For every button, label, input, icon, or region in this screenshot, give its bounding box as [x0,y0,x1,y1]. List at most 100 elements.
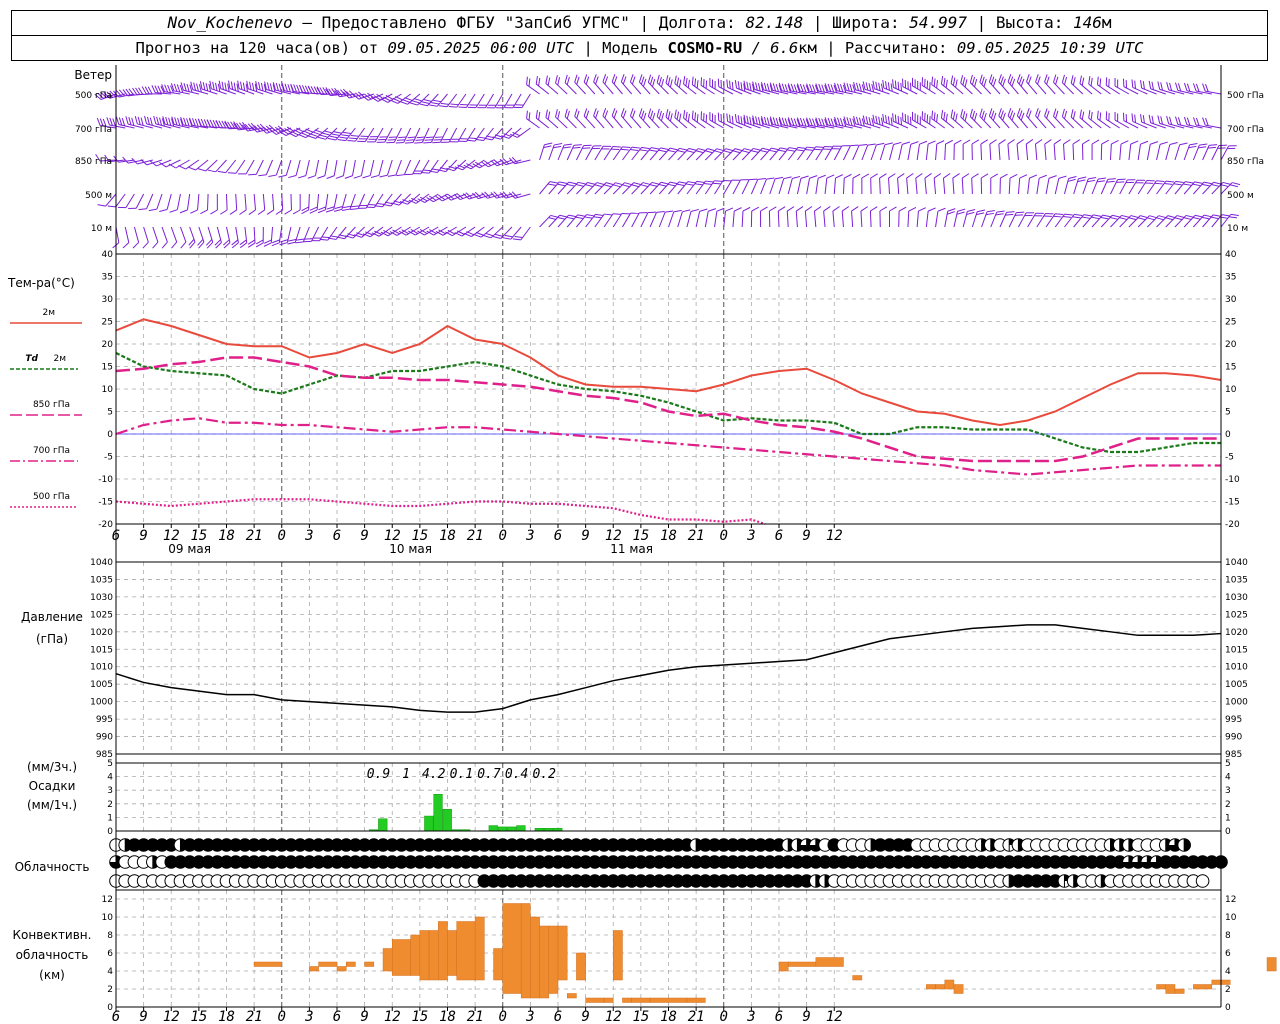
xtick-label: 6 [554,528,562,544]
ytick-left-temp: -15 [98,498,113,508]
wind-barb [915,173,923,195]
xtick-label: 9 [139,1009,147,1024]
wind-barb [1165,142,1178,161]
wind-barb [852,144,868,161]
wind-barb [463,159,485,170]
xtick-label: 12 [163,1009,180,1024]
wind-barb [1045,213,1064,228]
wind-barb [916,140,928,161]
wind-level-10m-right: 10 м [1227,224,1248,234]
wind-barb [398,226,421,236]
ytick-left-conv: 2 [107,985,113,995]
wind-barb [806,117,826,129]
wind-barb [1017,212,1035,228]
wind-barb [142,226,149,249]
wind-barb [1110,139,1119,161]
wind-barb [1110,178,1126,195]
precip-3h-total: 0.1 [450,767,473,782]
wind-barb [1026,108,1038,129]
wind-barb [1122,78,1139,95]
wind-barb [239,226,248,249]
wind-barb [1053,108,1065,129]
wind-barb [1070,109,1084,129]
wind-barb [961,173,970,195]
wind-barb [161,84,181,95]
wind-barb [454,226,476,237]
wind-barb [426,193,448,203]
ytick-right-temp: 35 [1225,273,1236,283]
temp-series-2 [115,356,1221,463]
wind-barb [178,159,200,170]
wind-barb [612,182,633,195]
wind-barb [700,111,715,129]
wind-barb [777,206,786,228]
wind-barb [656,74,669,95]
wind-barb [564,74,577,95]
wind-barb [1064,213,1083,228]
wind-barb [723,207,734,228]
wind-barb [1166,115,1185,129]
ytick-right-conv: 2 [1225,985,1231,995]
wind-barb [631,212,648,228]
wind-barb [879,206,888,228]
wind-barb [593,74,605,95]
precip-3h-total: 0.9 [367,767,390,782]
wind-barb [594,213,613,228]
xtick-label: 6 [554,1009,562,1024]
wind-barb [674,75,688,95]
wind-barb [1202,144,1218,161]
wind-barb [1016,108,1029,129]
wind-barb [138,193,154,211]
wind-barb [665,109,679,129]
convective-block [336,966,347,972]
xtick-label: 6 [333,528,341,544]
wind-barb [122,156,144,164]
wind-barb [1007,108,1019,129]
wind-barb [1128,179,1146,195]
wind-barb [741,178,758,195]
ytick-right-conv: 8 [1225,931,1231,941]
ytick-left-conv: 8 [107,931,113,941]
wind-barb [861,173,870,195]
wind-barb [1174,181,1194,195]
wind-barb [288,159,301,179]
wind-barb [1096,110,1111,129]
convective-block [520,903,531,999]
wind-barb [872,114,890,129]
wind-barb [159,193,172,213]
conv-title-3: (км) [39,968,65,982]
wind-barb [1140,80,1157,95]
calc-label: Рассчитано: [844,39,948,57]
ytick-right-conv: 10 [1225,913,1237,923]
wind-barb [353,226,375,238]
ytick-right-precip: 5 [1225,759,1231,769]
wind-barb [787,117,807,129]
wind-barb [612,212,630,228]
wind-barb [1165,180,1184,195]
ytick-right-temp: 25 [1225,318,1236,328]
wind-barb [734,114,752,129]
wind-barb [149,159,172,167]
wind-barb [1035,74,1047,95]
wind-barb [709,77,724,95]
wind-barb [981,209,995,228]
wind-barb [888,206,897,228]
wind-barb [824,83,844,95]
convective-block [613,930,623,981]
longitude-label: Долгота: [658,13,736,32]
wind-barb [853,81,872,95]
wind-barb [1016,139,1024,161]
ytick-left-conv: 4 [107,967,113,977]
wind-barb [122,88,144,97]
wind-barb [210,193,218,215]
legend-700-label: 700 гПа [33,446,70,456]
wind-barb [980,139,988,161]
wind-barb [998,139,1006,161]
wind-barb [1034,139,1043,161]
wind-barb [1026,74,1038,95]
ytick-left-temp: -10 [98,475,113,485]
ytick-right-press: 1000 [1225,698,1248,708]
ytick-right-temp: 30 [1225,295,1237,305]
wind-barb [539,142,553,161]
xtick-label: 15 [411,528,428,544]
